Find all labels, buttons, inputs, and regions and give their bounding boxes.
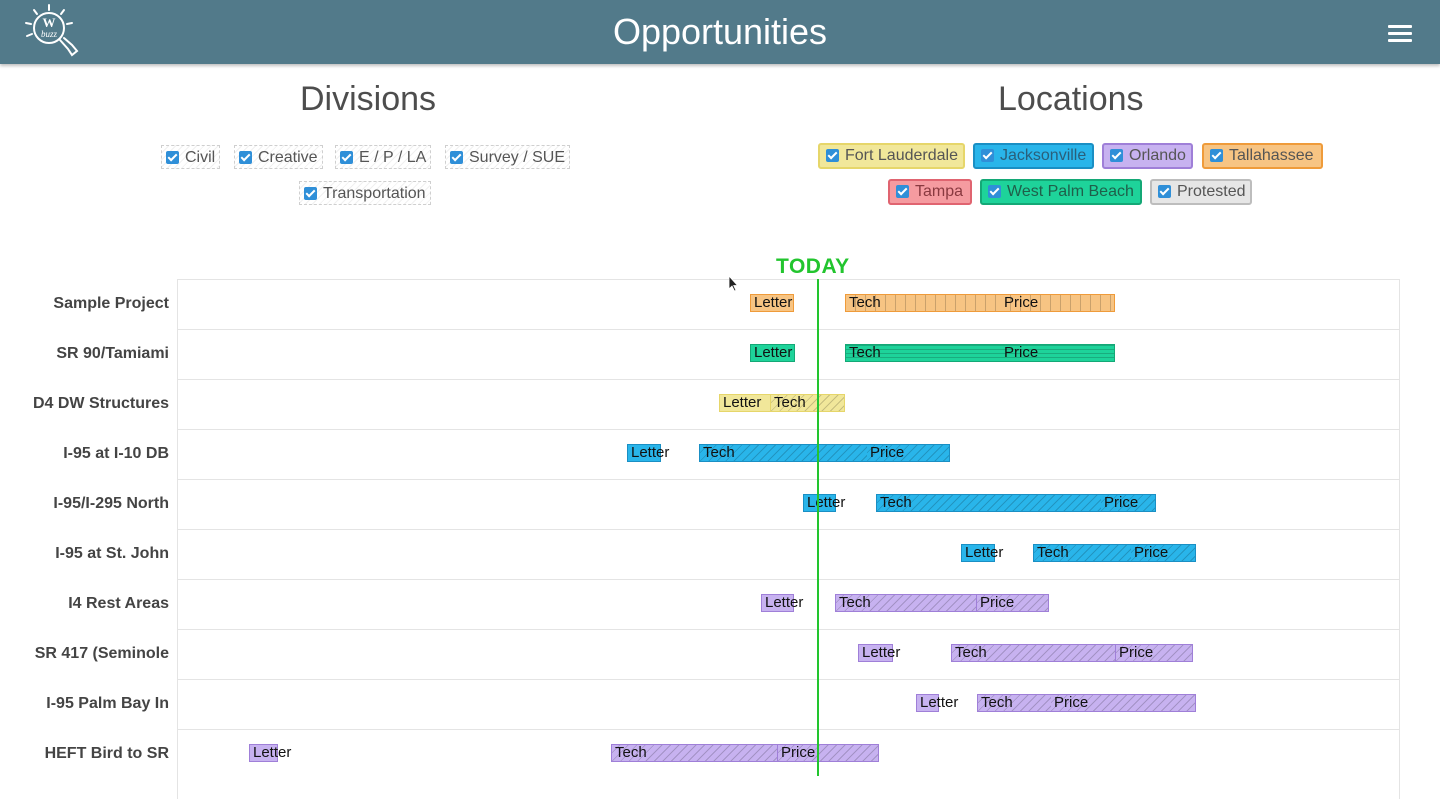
- row-divider: [177, 329, 1400, 330]
- location-filter-protested[interactable]: Protested: [1150, 179, 1252, 205]
- row-divider: [177, 679, 1400, 680]
- gantt-bar-tech[interactable]: Tech: [876, 494, 1102, 512]
- checkbox-checked-icon[interactable]: [304, 187, 317, 201]
- gantt-bar-letter[interactable]: Letter: [249, 744, 291, 762]
- project-name-label[interactable]: I-95/I-295 North: [53, 495, 169, 512]
- timeline-chart: [177, 279, 1400, 799]
- location-filter-tallahassee[interactable]: Tallahassee: [1202, 143, 1323, 169]
- gantt-bar-price[interactable]: Price: [1001, 344, 1115, 362]
- checkbox-checked-icon[interactable]: [826, 149, 839, 163]
- row-divider: [177, 429, 1400, 430]
- gantt-bar-price[interactable]: Price: [1131, 544, 1196, 562]
- gantt-bar-price[interactable]: Price: [1116, 644, 1193, 662]
- division-filter-creative[interactable]: Creative: [234, 145, 323, 169]
- gantt-bar-price[interactable]: Price: [1001, 294, 1115, 312]
- project-name-label[interactable]: I-95 at St. John: [55, 545, 169, 562]
- project-name-label[interactable]: I4 Rest Areas: [68, 595, 169, 612]
- division-filter-survey-sue[interactable]: Survey / SUE: [445, 145, 571, 169]
- gantt-bar-tech[interactable]: Tech: [845, 344, 1002, 362]
- checkbox-checked-icon[interactable]: [1158, 185, 1171, 199]
- location-filter-jacksonville[interactable]: Jacksonville: [973, 143, 1094, 169]
- today-label: TODAY: [776, 255, 850, 278]
- svg-text:W: W: [43, 15, 56, 30]
- wbuzz-logo-icon[interactable]: W buzz: [22, 3, 82, 59]
- mouse-cursor-icon: [729, 276, 739, 292]
- checkbox-checked-icon[interactable]: [340, 151, 353, 165]
- page-title: Opportunities: [612, 11, 828, 52]
- checkbox-checked-icon[interactable]: [981, 149, 994, 163]
- row-divider: [177, 529, 1400, 530]
- gantt-bar-letter[interactable]: Letter: [858, 644, 900, 662]
- location-filter-orlando[interactable]: Orlando: [1102, 143, 1193, 169]
- checkbox-checked-icon[interactable]: [450, 151, 463, 165]
- locations-title: Locations: [998, 80, 1144, 118]
- project-name-label[interactable]: D4 DW Structures: [32, 395, 169, 412]
- row-divider: [177, 729, 1400, 730]
- project-name-label[interactable]: HEFT Bird to SR: [44, 745, 169, 762]
- location-filter-tampa[interactable]: Tampa: [888, 179, 972, 205]
- project-name-label[interactable]: I-95 at I-10 DB: [63, 445, 169, 462]
- gantt-bar-letter[interactable]: Letter: [750, 344, 795, 362]
- gantt-bar-tech[interactable]: Tech: [699, 444, 868, 462]
- today-marker-line: [817, 279, 819, 776]
- checkbox-checked-icon[interactable]: [1110, 149, 1123, 163]
- gantt-bar-tech[interactable]: Tech: [835, 594, 977, 612]
- svg-text:buzz: buzz: [41, 29, 58, 39]
- gantt-bar-price[interactable]: Price: [977, 594, 1049, 612]
- gantt-bar-letter[interactable]: Letter: [719, 394, 771, 412]
- gantt-bar-letter[interactable]: Letter: [961, 544, 1003, 562]
- gantt-bar-letter[interactable]: Letter: [916, 694, 958, 712]
- division-filter-transportation[interactable]: Transportation: [299, 181, 431, 205]
- division-filter-epla[interactable]: E / P / LA: [335, 145, 432, 169]
- gantt-bar-price[interactable]: Price: [1101, 494, 1156, 512]
- project-name-label[interactable]: I-95 Palm Bay In: [46, 695, 169, 712]
- gantt-bar-letter[interactable]: Letter: [750, 294, 794, 312]
- gantt-bar-tech[interactable]: Tech: [1033, 544, 1132, 562]
- row-divider: [177, 629, 1400, 630]
- division-filter-civil[interactable]: Civil: [161, 145, 221, 169]
- divisions-title: Divisions: [300, 80, 437, 118]
- location-filter-fort-lauderdale[interactable]: Fort Lauderdale: [818, 143, 965, 169]
- gantt-bar-tech[interactable]: Tech: [611, 744, 778, 762]
- gantt-bar-tech[interactable]: Tech: [770, 394, 845, 412]
- location-filter-west-palm-beach[interactable]: West Palm Beach: [980, 179, 1142, 205]
- gantt-bar-letter[interactable]: Letter: [761, 594, 803, 612]
- row-divider: [177, 479, 1400, 480]
- row-divider: [177, 579, 1400, 580]
- gantt-bar-letter[interactable]: Letter: [627, 444, 669, 462]
- gantt-bar-price[interactable]: Price: [1051, 694, 1196, 712]
- gantt-bar-price[interactable]: Price: [778, 744, 879, 762]
- checkbox-checked-icon[interactable]: [896, 185, 909, 199]
- checkbox-checked-icon[interactable]: [1210, 149, 1223, 163]
- checkbox-checked-icon[interactable]: [988, 185, 1001, 199]
- project-name-label[interactable]: SR 417 (Seminole: [34, 645, 169, 662]
- gantt-bar-tech[interactable]: Tech: [845, 294, 1002, 312]
- hamburger-menu-icon[interactable]: [1384, 22, 1416, 44]
- project-name-label[interactable]: SR 90/Tamiami: [56, 345, 169, 362]
- app-header: W buzz Opportunities: [0, 0, 1440, 64]
- gantt-bar-letter[interactable]: Letter: [803, 494, 845, 512]
- row-divider: [177, 379, 1400, 380]
- project-name-label[interactable]: Sample Project: [53, 295, 169, 312]
- gantt-bar-tech[interactable]: Tech: [977, 694, 1052, 712]
- gantt-bar-tech[interactable]: Tech: [951, 644, 1116, 662]
- checkbox-checked-icon[interactable]: [166, 151, 179, 165]
- gantt-bar-price[interactable]: Price: [867, 444, 950, 462]
- checkbox-checked-icon[interactable]: [239, 151, 252, 165]
